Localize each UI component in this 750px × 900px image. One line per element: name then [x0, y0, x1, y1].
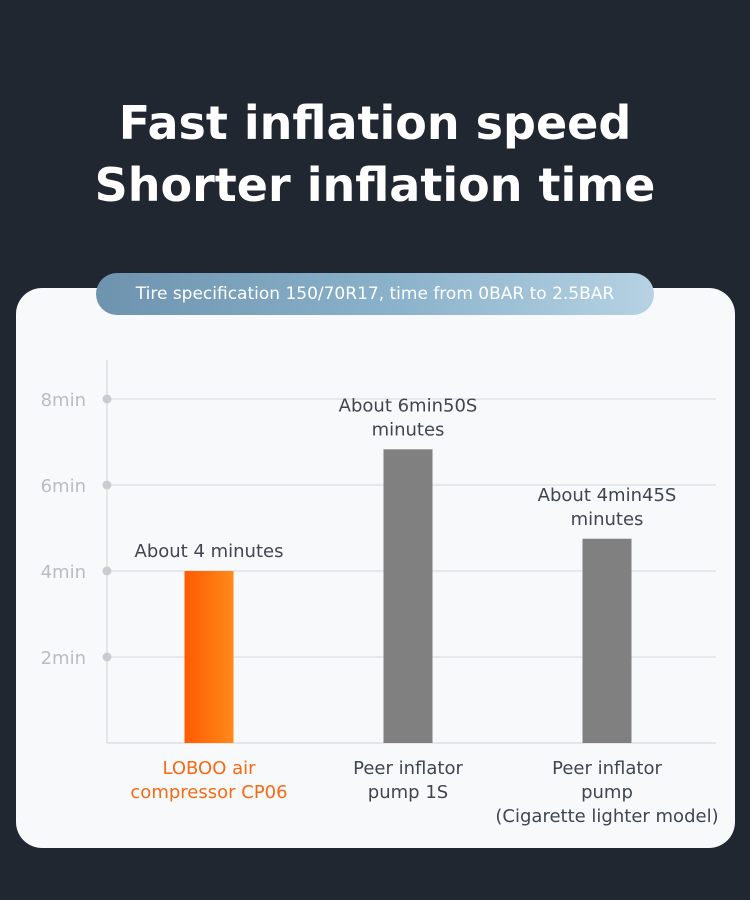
category-label: LOBOO air compressor CP06 [130, 758, 288, 803]
y-tick-dot [102, 566, 112, 576]
data-label: About 4min45S minutes [538, 485, 677, 530]
data-label: About 4 minutes [135, 541, 284, 562]
y-tick-label: 2min [41, 648, 86, 669]
bar [184, 571, 234, 743]
headline-line-1: Fast inflation speed [118, 96, 632, 150]
headline-line-2: Shorter inflation time [94, 158, 656, 212]
bar [582, 538, 632, 743]
data-label: About 6min50S minutes [339, 395, 478, 440]
category-label: Peer inflator pump 1S [353, 758, 463, 803]
y-tick-label: 4min [41, 562, 86, 583]
headline: Fast inflation speed Shorter inflation t… [0, 92, 750, 216]
y-tick-label: 6min [41, 476, 86, 497]
y-tick-dot [102, 480, 112, 490]
tire-spec-subtitle: Tire specification 150/70R17, time from … [96, 273, 654, 315]
y-tick-dot [102, 394, 112, 404]
y-tick-label: 8min [41, 390, 86, 411]
y-tick-dot [102, 652, 112, 662]
bar [383, 449, 433, 743]
category-label: Peer inflator pump (Cigarette lighter mo… [495, 758, 719, 827]
